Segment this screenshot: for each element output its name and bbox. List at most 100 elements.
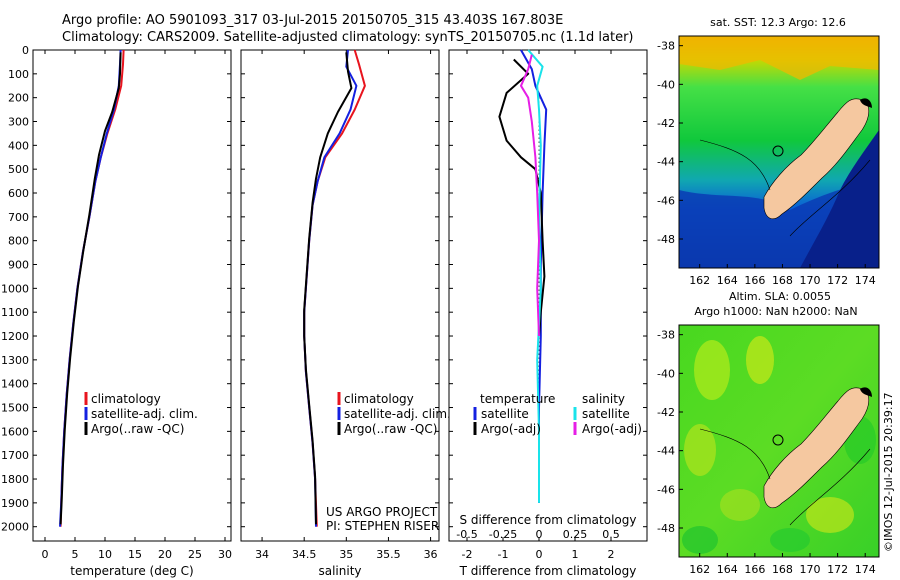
sla-eddy (720, 489, 760, 521)
depth-tick-label: 1800 (1, 473, 29, 486)
sst-deep-cold-patch (800, 130, 879, 268)
latitude-tick-label: -48 (657, 522, 675, 535)
latitude-tick-label: -40 (657, 367, 675, 380)
salinity-x-tick-label: 35.5 (376, 548, 401, 561)
sla-map-ticks: 162 164 166 168 170 172 174 -38 -40 -42 -44 -46 -48 (657, 329, 876, 576)
legend-temperature-satellite: satellite (481, 407, 529, 421)
sla-map-subtitle: Argo h1000: NaN h2000: NaN (694, 305, 857, 318)
sla-map-title: Altim. SLA: 0.0055 (729, 290, 831, 303)
latitude-tick-label: -38 (657, 40, 675, 53)
s-difference-tick-label: 0.25 (563, 528, 588, 541)
sla-eddy (746, 336, 774, 384)
legend-salinity-argo: Argo(-adj) (582, 422, 642, 436)
argo-position-marker (772, 434, 784, 446)
temperature-series-argo (59, 52, 122, 525)
temperature-x-tick-label: 15 (128, 548, 142, 561)
longitude-tick-label: 164 (717, 274, 738, 287)
difference-panel-frame (448, 49, 648, 542)
legend-temperature-argo: Argo(-adj) (481, 422, 541, 436)
legend-climatology: climatology (344, 392, 414, 406)
difference-x-tick-label: -2 (462, 548, 473, 561)
longitude-tick-label: 174 (855, 563, 876, 576)
longitude-tick-label: 170 (800, 563, 821, 576)
salinity-ticks: 34 34.5 35 35.5 36 (241, 49, 439, 561)
depth-tick-label: 1300 (1, 354, 29, 367)
depth-tick-label: 300 (8, 116, 29, 129)
salinity-x-tick-label: 34.5 (292, 548, 317, 561)
difference-series (498, 49, 548, 503)
legend-header-salinity: salinity (582, 392, 625, 406)
project-label: US ARGO PROJECT (326, 505, 438, 519)
salinity-x-tick-label: 36 (424, 548, 438, 561)
latitude-tick-label: -44 (657, 445, 675, 458)
depth-tick-label: 1100 (1, 306, 29, 319)
latitude-tick-label: -48 (657, 233, 675, 246)
sst-map-ticks: 162 164 166 168 170 172 174 -38 -40 -42 -44 -46 -48 (657, 40, 876, 287)
latitude-tick-label: -40 (657, 78, 675, 91)
longitude-tick-label: 168 (772, 563, 793, 576)
salinity-series-argo (303, 52, 353, 525)
north-island-tip (860, 98, 872, 108)
sst-warm-patch (679, 36, 879, 80)
sst-map-frame (678, 35, 880, 269)
depth-tick-label: 1900 (1, 497, 29, 510)
difference-series-sal-satellite (527, 49, 544, 503)
salinity-series (303, 49, 366, 527)
depth-tick-label: 1000 (1, 282, 29, 295)
sst-map-title: sat. SST: 12.3 Argo: 12.6 (710, 16, 846, 29)
sla-map-field (679, 325, 879, 557)
pi-label: PI: STEPHEN RISER (326, 519, 439, 533)
depth-tick-label: 800 (8, 235, 29, 248)
difference-x-tick-label: -1 (498, 548, 509, 561)
difference-panel: -2 -1 0 1 2 -0.5 -0.25 0 0.25 0.5 T difference fr… (448, 49, 648, 578)
temperature-x-tick-label: 5 (72, 548, 79, 561)
depth-tick-label: 0 (22, 44, 29, 57)
sst-map-field (679, 36, 879, 268)
temperature-panel-frame (32, 49, 232, 542)
longitude-tick-label: 166 (744, 274, 765, 287)
difference-x-tick-label: 1 (572, 548, 579, 561)
temperature-series (59, 49, 125, 527)
sst-map: sat. SST: 12.3 Argo: 12.6 162 164 166 168 17… (657, 16, 880, 287)
legend-header-temperature: temperature (480, 392, 555, 406)
temperature-panel: 0100200300400500600700800900100011001200… (1, 44, 232, 578)
sla-eddy (770, 528, 810, 552)
depth-tick-label: 1400 (1, 378, 29, 391)
salinity-x-tick-label: 34 (255, 548, 269, 561)
legend-satellite: satellite-adj. clim. (344, 407, 451, 421)
legend-argo: Argo(..raw -QC) (91, 422, 184, 436)
s-difference-tick-label: 0.5 (602, 528, 620, 541)
s-difference-tick-label: -0.25 (489, 528, 517, 541)
longitude-tick-label: 162 (689, 274, 710, 287)
latitude-tick-label: -44 (657, 156, 675, 169)
depth-tick-label: 1200 (1, 330, 29, 343)
salinity-legend: climatology satellite-adj. clim. Argo(..… (337, 392, 451, 436)
latitude-tick-label: -46 (657, 194, 675, 207)
difference-legend: temperature salinity satellite Argo(-adj… (473, 392, 642, 436)
legend-climatology: climatology (91, 392, 161, 406)
temperature-x-tick-label: 10 (98, 548, 112, 561)
latitude-tick-label: -46 (657, 483, 675, 496)
sla-eddy (694, 340, 730, 400)
longitude-tick-label: 166 (744, 563, 765, 576)
salinity-panel: 34 34.5 35 35.5 36 salinity climatology sate… (240, 49, 451, 578)
figure-title-line2: Climatology: CARS2009. Satellite-adjuste… (62, 30, 634, 45)
sla-eddy (684, 424, 716, 476)
depth-tick-label: 600 (8, 187, 29, 200)
longitude-tick-label: 172 (827, 563, 848, 576)
depth-tick-label: 1700 (1, 449, 29, 462)
temperature-legend: climatology satellite-adj. clim. Argo(..… (84, 392, 198, 436)
sla-map-frame (678, 324, 880, 558)
salinity-x-tick-label: 35 (339, 548, 353, 561)
sla-bathymetry-contour (699, 428, 871, 526)
temperature-x-tick-label: 30 (218, 548, 232, 561)
depth-tick-label: 900 (8, 259, 29, 272)
depth-tick-label: 700 (8, 211, 29, 224)
difference-series-sal-argo (520, 54, 540, 337)
latitude-tick-label: -42 (657, 406, 675, 419)
difference-x-tick-label: 2 (608, 548, 615, 561)
sla-map: Altim. SLA: 0.0055 Argo h1000: NaN h2000… (657, 290, 880, 576)
longitude-tick-label: 174 (855, 274, 876, 287)
legend-argo: Argo(..raw -QC) (344, 422, 437, 436)
difference-ticks: -2 -1 0 1 2 -0.5 -0.25 0 0.25 0.5 (449, 49, 647, 561)
